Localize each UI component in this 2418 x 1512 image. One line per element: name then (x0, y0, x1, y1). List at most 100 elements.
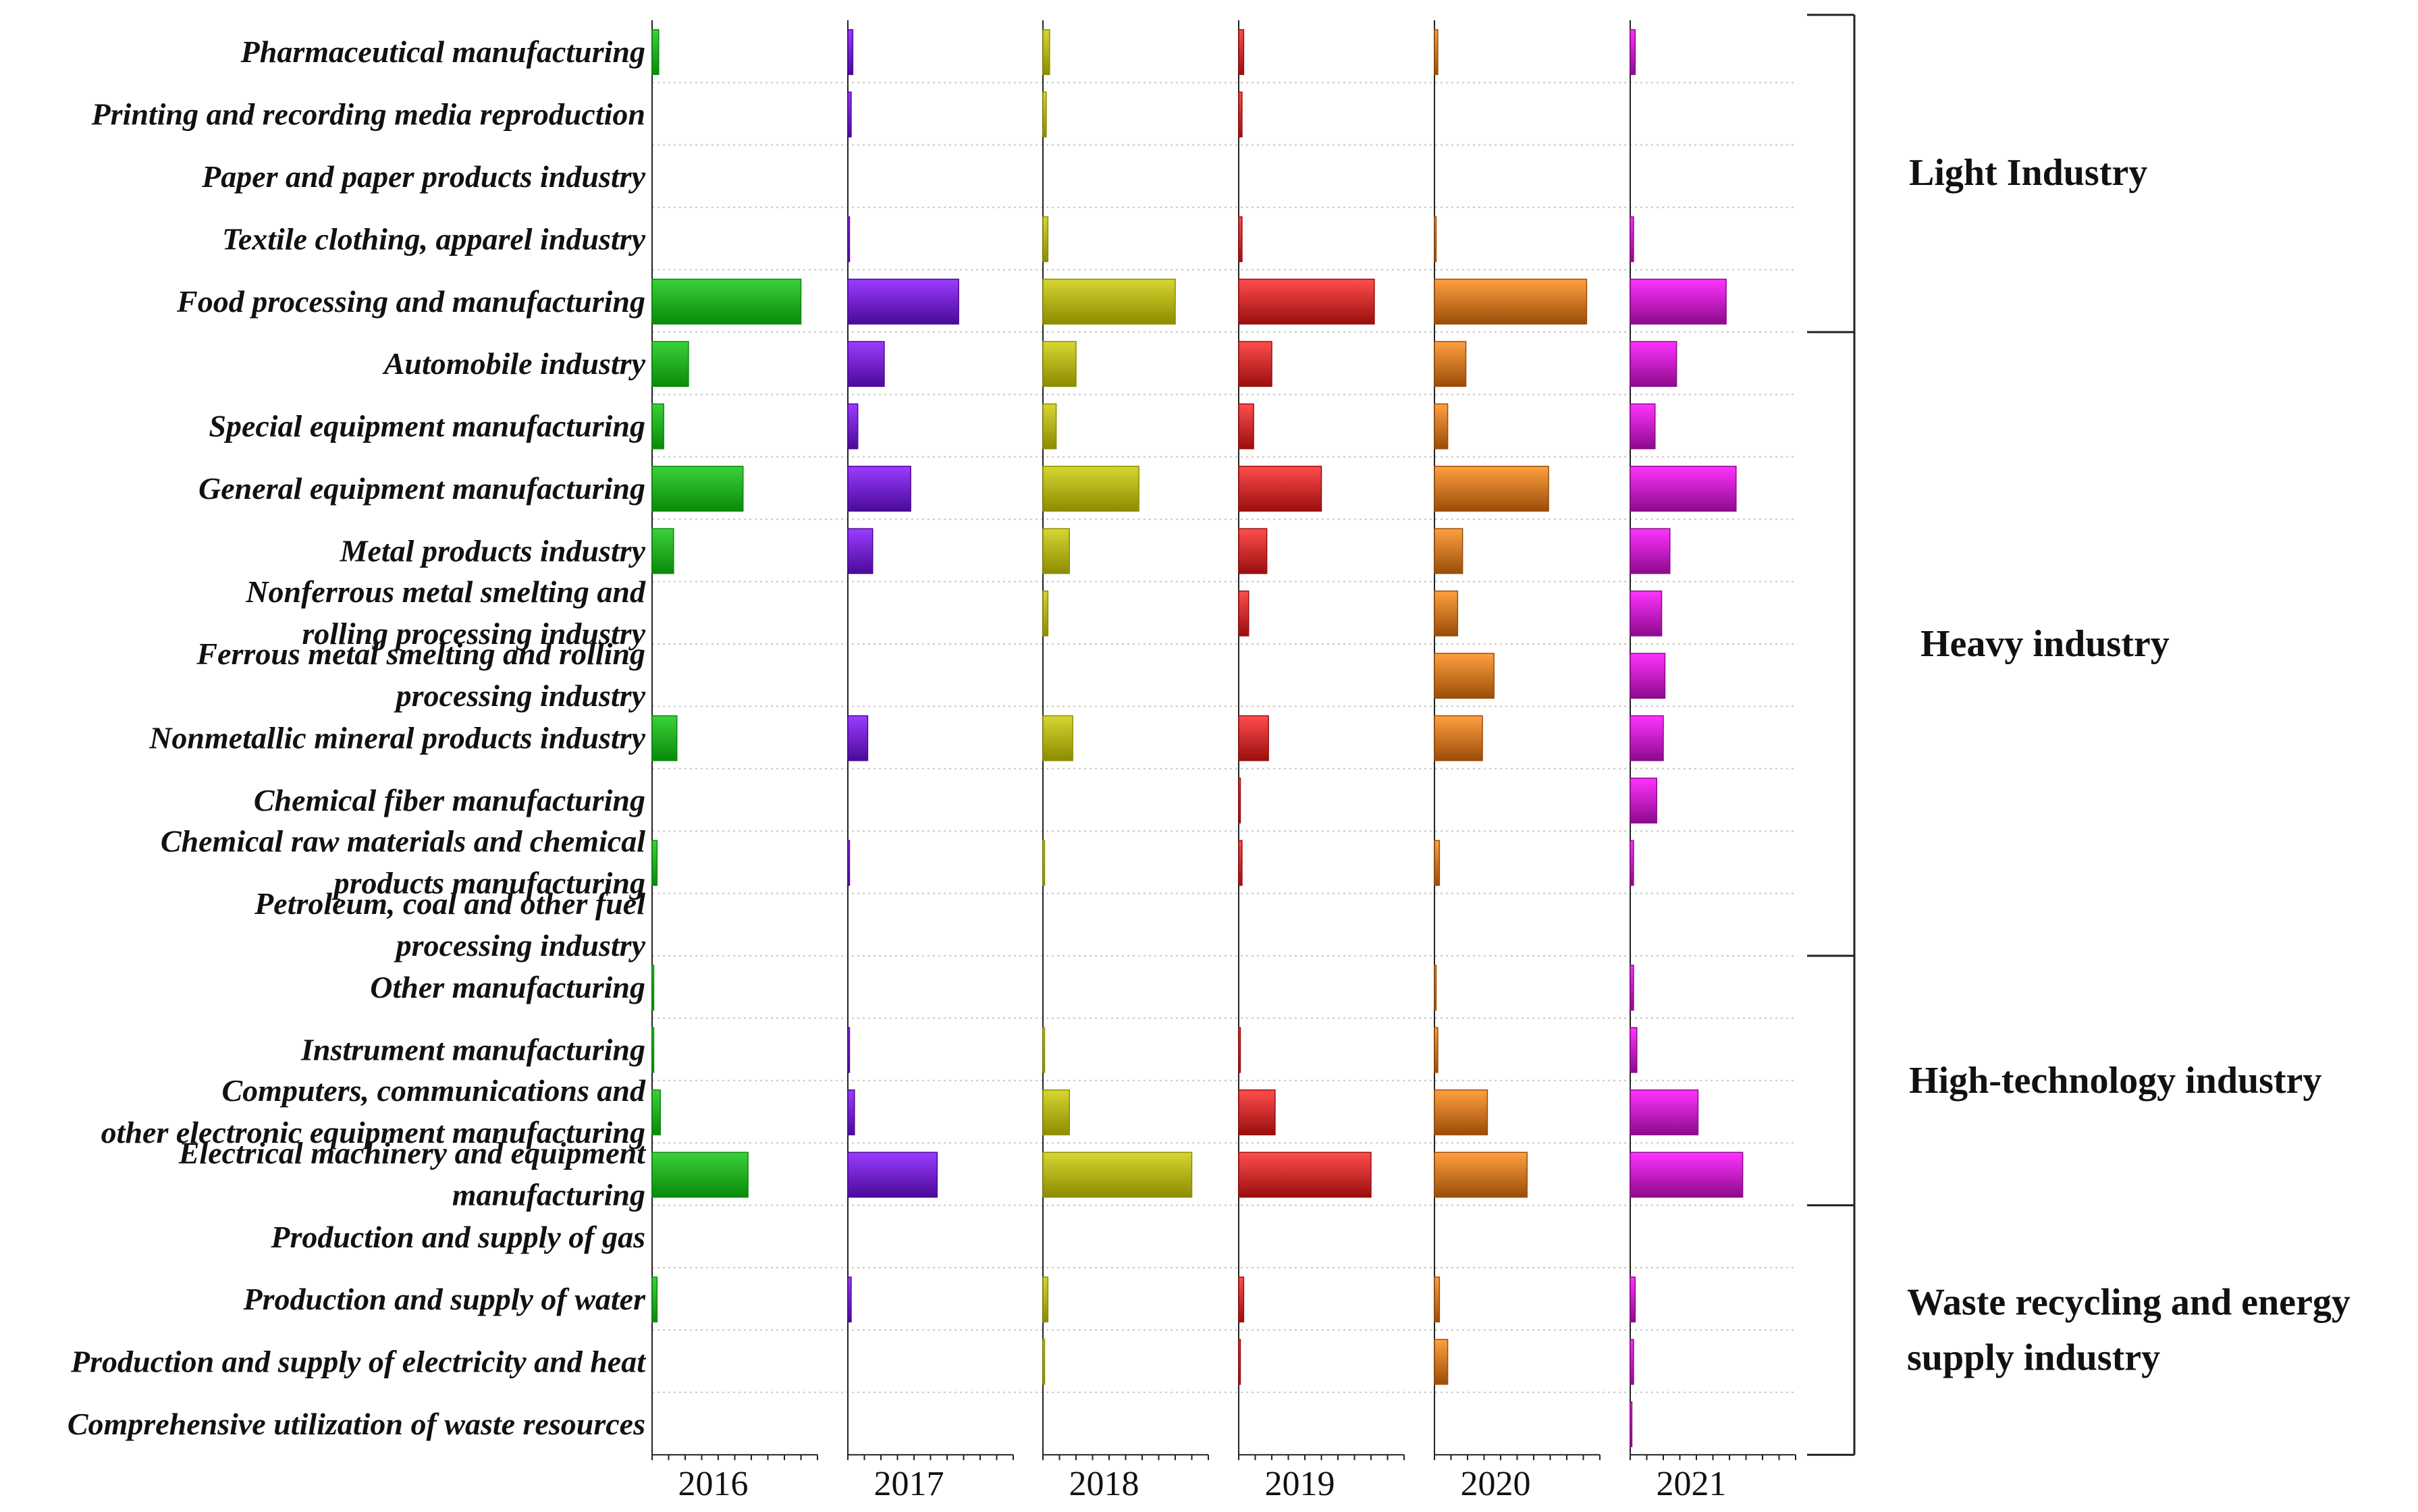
category-label-production-and-supply-of-gas: Production and supply of gas (270, 1220, 645, 1254)
bar-2018-computers-communications-and-other-electronic-equipment-manufacturing (1042, 1089, 1070, 1135)
bar-2016-electrical-machinery-and-equipment-manufacturing (651, 1152, 749, 1198)
bar-2017-chemical-raw-materials-and-chemical-products-manufacturing (847, 840, 851, 886)
year-label-2019: 2019 (1265, 1465, 1335, 1503)
bar-2019-chemical-raw-materials-and-chemical-products-manufacturing (1238, 840, 1243, 886)
bar-2016-food-processing-and-manufacturing (651, 278, 802, 325)
bar-2018-printing-and-recording-media-reproduction (1042, 91, 1047, 138)
bar-2021-production-and-supply-of-water (1630, 1276, 1636, 1323)
bar-2017-general-equipment-manufacturing (847, 466, 911, 512)
bar-2018-electrical-machinery-and-equipment-manufacturing (1042, 1152, 1193, 1198)
bar-2017-pharmaceutical-manufacturing (847, 29, 854, 76)
bar-2018-instrument-manufacturing (1042, 1027, 1046, 1073)
bar-2021-ferrous-metal-smelting-and-rolling-processing-industry (1630, 653, 1666, 699)
bar-2017-production-and-supply-of-water (847, 1276, 852, 1323)
bar-2020-general-equipment-manufacturing (1434, 466, 1549, 512)
bar-2019-special-equipment-manufacturing (1238, 403, 1254, 450)
category-label-pharmaceutical-manufacturing: Pharmaceutical manufacturing (240, 34, 645, 69)
bar-2021-automobile-industry (1630, 341, 1677, 387)
category-label-chemical-fiber-manufacturing: Chemical fiber manufacturing (254, 783, 645, 817)
year-label-2017: 2017 (874, 1465, 944, 1503)
bar-2021-chemical-raw-materials-and-chemical-products-manufacturing (1630, 840, 1634, 886)
bar-2018-general-equipment-manufacturing (1042, 466, 1139, 512)
category-label-production-and-supply-of-water: Production and supply of water (242, 1282, 646, 1316)
bar-2020-metal-products-industry (1434, 528, 1463, 574)
bar-2016-general-equipment-manufacturing (651, 466, 744, 512)
bar-2021-pharmaceutical-manufacturing (1630, 29, 1636, 76)
bar-2021-computers-communications-and-other-electronic-equipment-manufacturing (1630, 1089, 1699, 1135)
category-label-paper-and-paper-products-industry: Paper and paper products industry (201, 159, 645, 194)
bar-2019-instrument-manufacturing (1238, 1027, 1241, 1073)
bars (651, 29, 1744, 1447)
bar-2021-metal-products-industry (1630, 528, 1671, 574)
bar-2020-other-manufacturing (1434, 965, 1437, 1011)
bar-2017-metal-products-industry (847, 528, 874, 574)
category-label-comprehensive-utilization-of-waste-resources: Comprehensive utilization of waste resou… (68, 1407, 645, 1441)
bar-2021-special-equipment-manufacturing (1630, 403, 1656, 450)
bar-2021-instrument-manufacturing (1630, 1027, 1638, 1073)
bar-2020-ferrous-metal-smelting-and-rolling-processing-industry (1434, 653, 1495, 699)
category-label-other-manufacturing: Other manufacturing (370, 970, 645, 1004)
category-label-special-equipment-manufacturing: Special equipment manufacturing (209, 409, 645, 443)
bar-2016-instrument-manufacturing (651, 1027, 655, 1073)
bar-2019-production-and-supply-of-water (1238, 1276, 1245, 1323)
bar-2019-textile-clothing-apparel-industry (1238, 216, 1243, 263)
year-label-2018: 2018 (1069, 1465, 1139, 1503)
category-label-ferrous-metal-smelting-and-rolling-processing-industry: Ferrous metal smelting and rolling proces… (196, 637, 645, 713)
bar-2019-computers-communications-and-other-electronic-equipment-manufacturing (1238, 1089, 1276, 1135)
bar-2018-food-processing-and-manufacturing (1042, 278, 1176, 325)
bar-2018-production-and-supply-of-electricity-and-heat (1042, 1339, 1046, 1385)
bar-2016-chemical-raw-materials-and-chemical-products-manufacturing (651, 840, 658, 886)
bar-2019-printing-and-recording-media-reproduction (1238, 91, 1243, 138)
bar-2016-pharmaceutical-manufacturing (651, 29, 660, 76)
panel-axes (651, 20, 1796, 1461)
bar-2020-instrument-manufacturing (1434, 1027, 1439, 1073)
group-brackets: Light Industry Heavy industry High-technol… (1807, 14, 2350, 1456)
bar-2016-automobile-industry (651, 341, 689, 387)
category-labels: Pharmaceutical manufacturing Printing and… (68, 34, 646, 1441)
bar-2020-special-equipment-manufacturing (1434, 403, 1449, 450)
group-label-waste-recycling-and-energy-supply-industry: Waste recycling and energy supply industr… (1907, 1281, 2350, 1378)
bar-2018-nonmetallic-mineral-products-industry (1042, 715, 1073, 761)
category-label-printing-and-recording-media-reproduction: Printing and recording media reproductio… (91, 97, 645, 132)
year-label-2021: 2021 (1657, 1465, 1727, 1503)
bar-2019-electrical-machinery-and-equipment-manufacturing (1238, 1152, 1372, 1198)
bar-2016-other-manufacturing (651, 965, 655, 1011)
year-label-2016: 2016 (678, 1465, 749, 1503)
bar-2020-textile-clothing-apparel-industry (1434, 216, 1437, 263)
bar-2019-nonferrous-metal-smelting-and-rolling-processing-industry (1238, 590, 1250, 637)
group-label-heavy-industry: Heavy industry (1920, 623, 2170, 665)
category-label-production-and-supply-of-electricity-and-heat: Production and supply of electricity and… (70, 1345, 646, 1379)
bar-2021-chemical-fiber-manufacturing (1630, 778, 1657, 824)
bar-2018-metal-products-industry (1042, 528, 1070, 574)
category-label-electrical-machinery-and-equipment-manufacturing: Electrical machinery and equipment manufa… (178, 1135, 646, 1212)
bar-2018-special-equipment-manufacturing (1042, 403, 1057, 450)
bar-2016-nonmetallic-mineral-products-industry (651, 715, 678, 761)
category-label-petroleum-coal-and-other-fuel-processing-industry: Petroleum, coal and other fuel processing… (254, 886, 645, 963)
bar-2021-comprehensive-utilization-of-waste-resources (1630, 1401, 1633, 1447)
category-label-general-equipment-manufacturing: General equipment manufacturing (198, 471, 645, 506)
category-label-instrument-manufacturing: Instrument manufacturing (300, 1033, 645, 1067)
bar-2017-special-equipment-manufacturing (847, 403, 859, 450)
bar-2021-other-manufacturing (1630, 965, 1634, 1011)
bar-2018-pharmaceutical-manufacturing (1042, 29, 1050, 76)
bar-2017-nonmetallic-mineral-products-industry (847, 715, 869, 761)
bar-2020-chemical-raw-materials-and-chemical-products-manufacturing (1434, 840, 1441, 886)
bar-2021-electrical-machinery-and-equipment-manufacturing (1630, 1152, 1744, 1198)
bar-2020-production-and-supply-of-electricity-and-heat (1434, 1339, 1449, 1385)
bar-2016-special-equipment-manufacturing (651, 403, 664, 450)
bar-2017-textile-clothing-apparel-industry (847, 216, 851, 263)
bar-2020-food-processing-and-manufacturing (1434, 278, 1588, 325)
bar-2016-metal-products-industry (651, 528, 674, 574)
bar-2021-nonferrous-metal-smelting-and-rolling-processing-industry (1630, 590, 1663, 637)
category-label-nonmetallic-mineral-products-industry: Nonmetallic mineral products industry (149, 721, 645, 755)
year-label-2020: 2020 (1461, 1465, 1531, 1503)
bar-2020-pharmaceutical-manufacturing (1434, 29, 1439, 76)
bar-2019-pharmaceutical-manufacturing (1238, 29, 1245, 76)
category-label-food-processing-and-manufacturing: Food processing and manufacturing (176, 284, 645, 319)
year-labels: 2016 2017 2018 2019 2020 2021 (678, 1465, 1727, 1503)
category-label-textile-clothing-apparel-industry: Textile clothing, apparel industry (222, 221, 646, 256)
bar-2021-production-and-supply-of-electricity-and-heat (1630, 1339, 1634, 1385)
bar-2019-automobile-industry (1238, 341, 1272, 387)
category-label-metal-products-industry: Metal products industry (340, 533, 646, 568)
group-label-high-technology-industry: High-technology industry (1909, 1060, 2321, 1102)
